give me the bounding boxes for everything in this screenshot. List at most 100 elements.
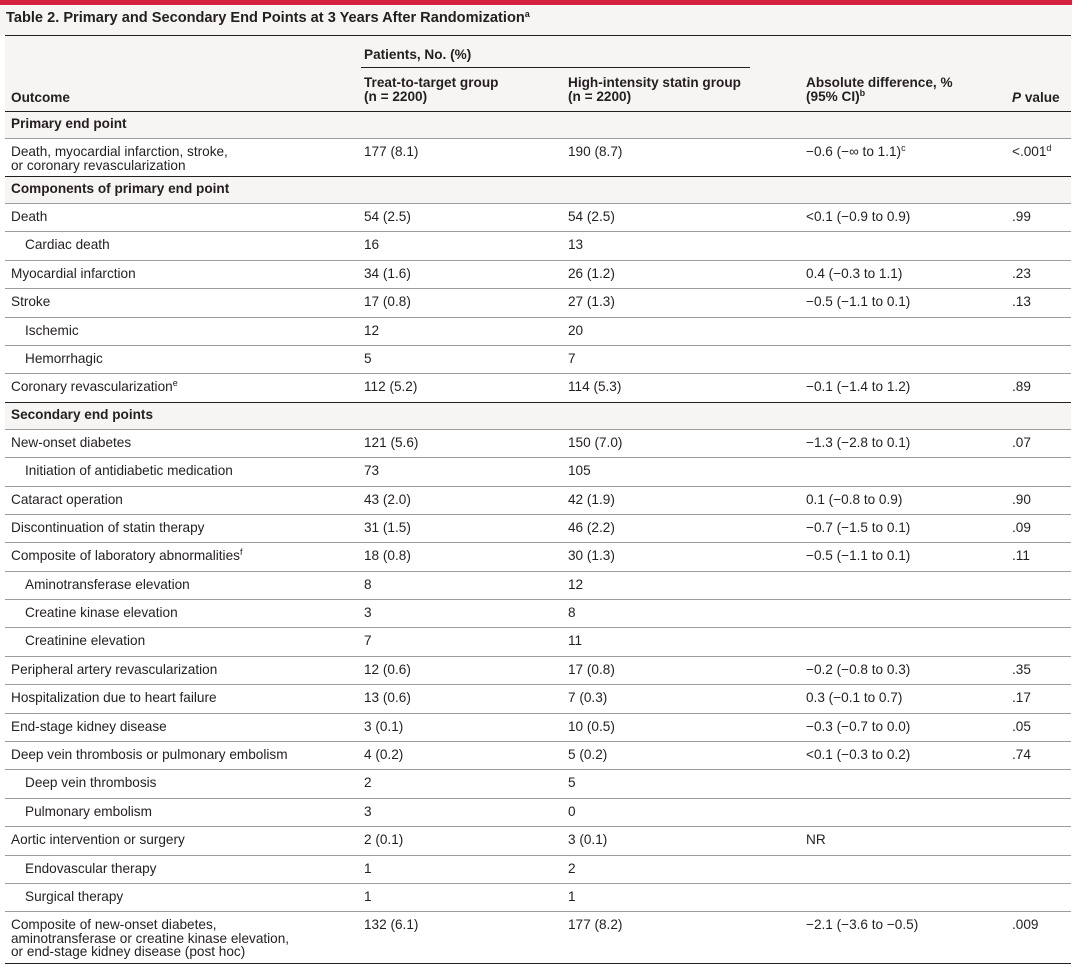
table-row: Stroke 17 (0.8) 27 (1.3) −0.5 (−1.1 to 0.1)… (5, 289, 1071, 318)
treat-to-target-cell-value: 43 (2.0) (364, 491, 411, 507)
table-row: Initiation of antidiabetic medication 73 1… (5, 458, 1071, 487)
high-intensity-cell: 30 (1.3) (568, 549, 615, 563)
header-ttt-line2: (n = 2200) (364, 89, 428, 104)
outcome-text: Creatine kinase elevation (25, 605, 178, 621)
section-title: Components of primary end point (11, 182, 229, 196)
p-value-cell-value: .11 (1012, 548, 1030, 564)
high-intensity-cell: 190 (8.7) (568, 145, 622, 159)
header-p-rest: value (1021, 90, 1060, 105)
table-row: Hemorrhagic 5 7 (5, 346, 1071, 375)
outcome-text: Creatinine elevation (25, 633, 146, 649)
outcome-text: Endovascular therapy (25, 860, 157, 876)
outcome-text: Surgical therapy (25, 888, 124, 904)
treat-to-target-cell: 2 (364, 776, 372, 790)
outcome-cell: Endovascular therapy (25, 860, 157, 876)
table-row: Aminotransferase elevation 8 12 (5, 572, 1071, 601)
absolute-difference-cell: −0.1 (−1.4 to 1.2) (806, 380, 910, 394)
treat-to-target-cell-value: 4 (0.2) (364, 747, 404, 763)
p-value-cell: .23 (1012, 266, 1031, 281)
table-row: Deep vein thrombosis or pulmonary emboli… (5, 742, 1071, 771)
outcome-text: Death, myocardial infarction, stroke, (11, 144, 228, 159)
treat-to-target-cell-value: 1 (364, 860, 372, 876)
outcome-text: Components of primary end point (11, 181, 230, 196)
outcome-cell: End-stage kidney disease (11, 718, 167, 734)
section-header-row: Components of primary end point (5, 177, 1071, 204)
treat-to-target-cell-value: 1 (364, 888, 372, 904)
high-intensity-cell: 1 (568, 890, 576, 904)
table-row: Deep vein thrombosis 2 5 (5, 770, 1071, 799)
outcome-text: Deep vein thrombosis (25, 775, 157, 791)
outcome-cell: Surgical therapy (25, 890, 123, 904)
absolute-difference-cell: <0.1 (−0.3 to 0.2) (806, 748, 910, 762)
absolute-difference-cell-value: NR (806, 832, 826, 848)
high-intensity-cell-value: 10 (0.5) (568, 718, 615, 734)
treat-to-target-cell: 13 (0.6) (364, 691, 411, 705)
treat-to-target-cell-value: 112 (5.2) (364, 379, 418, 395)
outcome-cell: Creatinine elevation (25, 634, 145, 648)
treat-to-target-cell-value: 34 (1.6) (364, 265, 411, 281)
header-his-line2: (n = 2200) (568, 89, 632, 104)
absolute-difference-cell-value: −0.7 (−1.5 to 0.1) (806, 519, 911, 535)
treat-to-target-cell-value: 121 (5.6) (364, 434, 419, 450)
treat-to-target-cell-value: 16 (364, 237, 380, 253)
outcome-cell: Peripheral artery revascularization (11, 663, 217, 677)
absolute-difference-cell: 0.3 (−0.1 to 0.7) (806, 691, 902, 705)
high-intensity-cell-value: 20 (568, 322, 584, 338)
high-intensity-cell: 42 (1.9) (568, 491, 615, 507)
outcome-cell: Creatine kinase elevation (25, 606, 178, 620)
absolute-difference-cell: <0.1 (−0.9 to 0.9) (806, 210, 910, 224)
header-group-rule (361, 67, 750, 68)
absolute-difference-cell-value: −0.5 (−1.1 to 0.1) (806, 294, 911, 310)
outcome-text: Peripheral artery revascularization (11, 661, 218, 677)
outcome-text: End-stage kidney disease (11, 718, 167, 734)
treat-to-target-cell: 16 (364, 238, 379, 252)
absolute-difference-cell-value: 0.4 (−0.3 to 1.1) (806, 265, 903, 281)
p-value-cell: .17 (1012, 691, 1031, 705)
p-value-cell: .07 (1012, 435, 1031, 450)
high-intensity-cell-value: 177 (8.2) (568, 917, 623, 933)
table-row: Ischemic 12 20 (5, 318, 1071, 346)
outcome-cell: Death, myocardial infarction, stroke, or … (11, 145, 228, 172)
treat-to-target-cell: 34 (1.6) (364, 265, 411, 281)
high-intensity-cell: 150 (7.0) (568, 434, 623, 450)
header-absdiff-footnote-mark: b (859, 88, 866, 98)
outcome-text: Secondary end points (11, 406, 154, 422)
treat-to-target-cell: 73 (364, 464, 379, 478)
high-intensity-cell: 177 (8.2) (568, 918, 622, 932)
outcome-cell: Pulmonary embolism (25, 805, 152, 819)
high-intensity-cell: 13 (568, 238, 583, 252)
section-title: Primary end point (11, 117, 127, 131)
absolute-difference-cell-value: <0.1 (−0.9 to 0.9) (806, 209, 911, 224)
table-header: Patients, No. (%) Outcome Treat-to-targe… (5, 35, 1071, 112)
table-row: Pulmonary embolism 3 0 (5, 799, 1071, 828)
treat-to-target-cell: 177 (8.1) (364, 145, 418, 159)
absolute-difference-cell: −0.2 (−0.8 to 0.3) (806, 663, 910, 677)
treat-to-target-cell: 2 (0.1) (364, 833, 403, 847)
high-intensity-cell-value: 150 (7.0) (568, 434, 623, 450)
p-value-cell-value: .05 (1012, 718, 1031, 734)
high-intensity-cell-value: 1 (568, 888, 576, 904)
outcome-text: Composite of new-onset diabetes, (11, 917, 217, 933)
high-intensity-cell-value: 42 (1.9) (568, 491, 615, 507)
p-value-cell: .13 (1012, 295, 1031, 309)
treat-to-target-cell-value: 7 (364, 633, 372, 649)
outcome-text: Hospitalization due to heart failure (11, 690, 217, 706)
treat-to-target-cell-value: 3 (0.1) (364, 718, 404, 734)
high-intensity-cell-value: 114 (5.3) (568, 379, 622, 395)
high-intensity-cell: 11 (568, 634, 582, 648)
outcome-text: Coronary revascularization (11, 379, 173, 395)
absolute-difference-cell-value: <0.1 (−0.3 to 0.2) (806, 747, 911, 763)
table-row: Death 54 (2.5) 54 (2.5) <0.1 (−0.9 to 0.9).… (5, 204, 1071, 233)
high-intensity-cell-value: 26 (1.2) (568, 265, 615, 281)
header-ttt-line1: Treat-to-target group (364, 75, 499, 90)
high-intensity-cell: 17 (0.8) (568, 663, 615, 677)
absolute-difference-cell-value: −0.2 (−0.8 to 0.3) (806, 661, 911, 677)
high-intensity-cell-value: 7 (0.3) (568, 690, 608, 706)
table-row: Cataract operation 43 (2.0) 42 (1.9) 0.1 (−… (5, 487, 1071, 515)
treat-to-target-cell-value: 54 (2.5) (364, 209, 411, 224)
outcome-cell: Stroke (11, 295, 50, 309)
p-value-cell-value: .13 (1012, 294, 1031, 310)
absolute-difference-cell-value: 0.3 (−0.1 to 0.7) (806, 690, 903, 706)
high-intensity-cell: 46 (2.2) (568, 521, 615, 535)
outcome-cell: Cardiac death (25, 238, 110, 252)
